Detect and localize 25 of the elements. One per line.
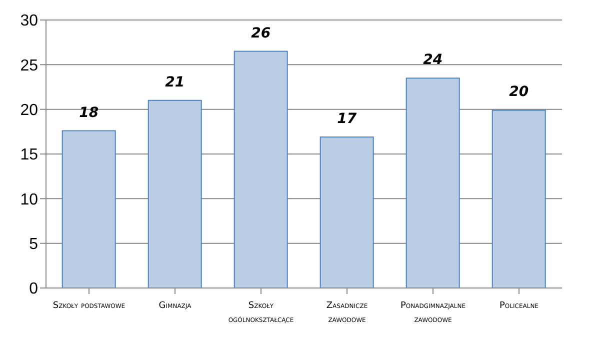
bar xyxy=(406,78,460,288)
data-label: 24 xyxy=(423,52,443,68)
y-tick-label: 20 xyxy=(20,102,38,120)
y-tick-label: 15 xyxy=(20,146,38,164)
data-label: 20 xyxy=(509,84,529,100)
bar xyxy=(234,50,288,288)
bar xyxy=(148,100,202,288)
y-tick-label: 10 xyxy=(20,191,38,208)
bar xyxy=(62,130,116,288)
y-tick-label: 5 xyxy=(29,236,38,254)
x-tick-label: Ponadgimnazjalne zawodowe xyxy=(400,301,466,325)
x-tick-label: Zasadnicze zawodowe xyxy=(326,301,368,325)
y-tick-label: 25 xyxy=(20,57,38,74)
bar xyxy=(320,136,374,288)
data-label: 18 xyxy=(79,104,99,121)
x-tick-label: Szkoły ogólnokształcące xyxy=(228,301,294,325)
x-tick-label: Gimnazja xyxy=(158,301,192,311)
data-label: 21 xyxy=(165,74,185,90)
x-tick-label: Policealne xyxy=(500,301,539,311)
y-tick-label: 0 xyxy=(29,280,38,298)
y-tick-label: 30 xyxy=(20,12,38,30)
bar xyxy=(492,110,546,288)
data-label: 26 xyxy=(251,25,271,42)
data-label: 17 xyxy=(337,111,357,128)
x-tick-label: Szkoły podstawowe xyxy=(52,301,126,311)
